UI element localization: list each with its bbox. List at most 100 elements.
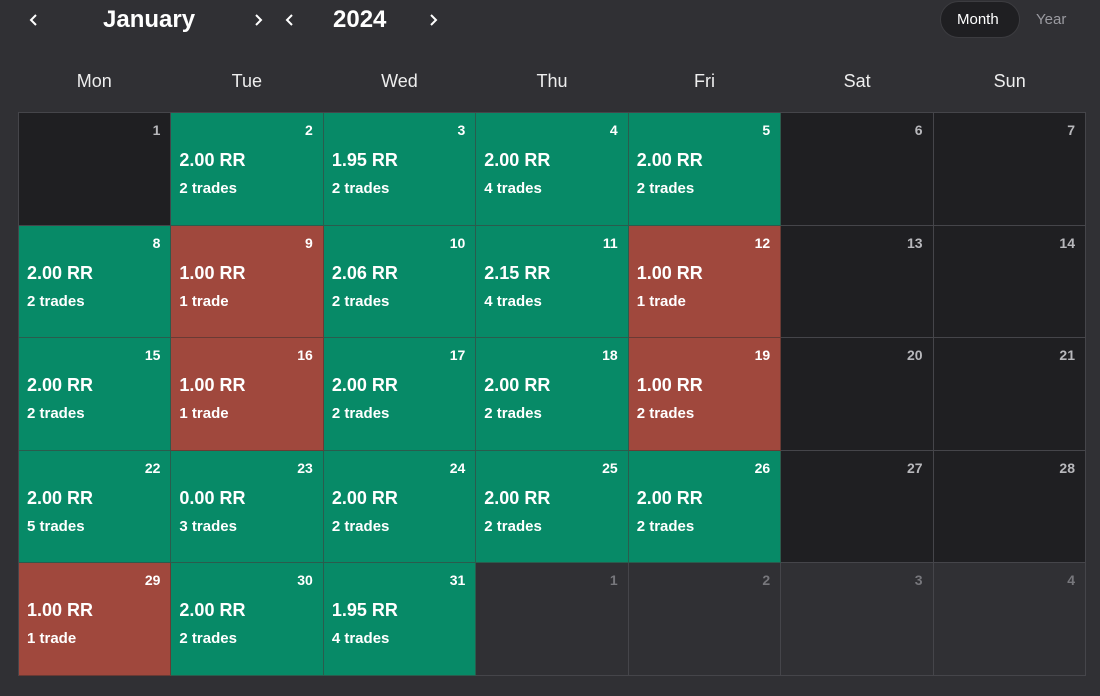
day-cell[interactable]: 28 xyxy=(933,450,1086,564)
day-number: 2 xyxy=(762,572,771,589)
day-cell[interactable]: 18 2.00 RR 2 trades xyxy=(476,338,629,451)
rr-value: 1.00 RR xyxy=(636,375,703,396)
day-cell[interactable]: 2 xyxy=(628,563,782,676)
day-cell[interactable]: 7 xyxy=(933,113,1086,226)
day-number: 23 xyxy=(297,459,313,476)
rr-value: 2.00 RR xyxy=(636,150,703,170)
day-cell[interactable]: 10 2.06 RR 2 trades xyxy=(323,225,477,339)
rr-value: 0.00 RR xyxy=(179,487,246,508)
day-cell[interactable]: 25 2.00 RR 2 trades xyxy=(476,450,629,564)
day-number: 27 xyxy=(906,459,923,476)
prev-month[interactable] xyxy=(26,12,42,28)
rr-value: 2.15 RR xyxy=(484,262,551,283)
day-cell[interactable]: 23 0.00 RR 3 trades xyxy=(171,450,324,564)
day-cell[interactable]: 19 1.00 RR 2 trades xyxy=(628,338,782,451)
rr-value: 2.00 RR xyxy=(27,262,94,283)
day-number: 19 xyxy=(754,347,771,364)
next-month[interactable] xyxy=(250,12,266,28)
rr-value: 2.06 RR xyxy=(331,262,398,283)
trade-count: 2 trades xyxy=(27,292,85,310)
trade-count: 4 trades xyxy=(484,292,542,310)
day-cell[interactable]: 6 xyxy=(781,113,934,226)
day-cell[interactable]: 9 1.00 RR 1 trade xyxy=(171,225,324,339)
day-number: 24 xyxy=(449,459,466,476)
trade-count: 1 trade xyxy=(179,292,229,310)
rr-value: 2.00 RR xyxy=(27,487,94,508)
day-number: 26 xyxy=(754,459,771,476)
trade-count: 2 trades xyxy=(331,292,390,310)
day-number: 6 xyxy=(914,122,923,138)
rr-value: 1.00 RR xyxy=(636,262,703,283)
rr-value: 1.00 RR xyxy=(27,600,94,621)
day-number: 12 xyxy=(754,234,771,251)
day-number: 7 xyxy=(1067,122,1075,138)
rr-value: 2.00 RR xyxy=(484,375,551,396)
day-cell[interactable]: 12 1.00 RR 1 trade xyxy=(628,225,782,339)
trade-count: 1 trade xyxy=(636,292,686,310)
next-year[interactable] xyxy=(425,12,441,28)
rr-value: 2.00 RR xyxy=(636,487,703,508)
prev-year[interactable] xyxy=(282,12,298,28)
day-cell[interactable]: 16 1.00 RR 1 trade xyxy=(171,338,324,451)
day-cell[interactable]: 26 2.00 RR 2 trades xyxy=(628,450,782,564)
day-cell[interactable]: 31 1.95 RR 4 trades xyxy=(323,563,477,676)
day-cell[interactable]: 17 2.00 RR 2 trades xyxy=(323,338,477,451)
day-number: 3 xyxy=(457,122,466,138)
trade-count: 4 trades xyxy=(484,180,542,197)
weekday-label: Wed xyxy=(381,71,418,91)
day-cell[interactable]: 1 xyxy=(476,563,629,676)
weekday-label: Thu xyxy=(536,71,568,91)
rr-value: 2.00 RR xyxy=(484,150,551,170)
day-cell[interactable]: 4 2.00 RR 4 trades xyxy=(476,113,629,226)
trade-count: 2 trades xyxy=(636,180,695,197)
day-number: 4 xyxy=(609,122,618,138)
trade-count: 2 trades xyxy=(331,405,390,423)
weekday-label: Sat xyxy=(843,71,871,91)
day-number: 22 xyxy=(144,459,161,476)
day-cell[interactable]: 8 2.00 RR 2 trades xyxy=(19,225,172,339)
day-cell[interactable]: 3 1.95 RR 2 trades xyxy=(323,113,477,226)
day-cell[interactable]: 13 xyxy=(781,225,934,339)
day-cell[interactable]: 30 2.00 RR 2 trades xyxy=(171,563,324,676)
day-number: 3 xyxy=(914,572,923,589)
day-cell[interactable]: 21 xyxy=(933,338,1086,451)
day-cell[interactable]: 2 2.00 RR 2 trades xyxy=(171,113,324,226)
trade-count: 2 trades xyxy=(484,517,542,535)
rr-value: 1.95 RR xyxy=(331,150,398,170)
rr-value: 1.00 RR xyxy=(179,375,246,396)
day-cell[interactable]: 5 2.00 RR 2 trades xyxy=(628,113,782,226)
rr-value: 2.00 RR xyxy=(179,600,246,621)
day-cell[interactable]: 15 2.00 RR 2 trades xyxy=(19,338,172,451)
day-cell[interactable]: 3 xyxy=(781,563,934,676)
day-number: 18 xyxy=(602,347,618,364)
day-cell[interactable]: 29 1.00 RR 1 trade xyxy=(19,563,172,676)
weekday-label: Sun xyxy=(993,71,1026,91)
day-number: 13 xyxy=(906,234,923,251)
day-number: 25 xyxy=(602,459,618,476)
day-number: 2 xyxy=(305,122,313,138)
rr-value: 2.00 RR xyxy=(179,150,246,170)
day-cell[interactable]: 11 2.15 RR 4 trades xyxy=(476,225,629,339)
active-view-pill xyxy=(940,1,1020,38)
day-number: 30 xyxy=(297,572,313,589)
day-cell[interactable]: 22 2.00 RR 5 trades xyxy=(19,450,172,564)
trade-count: 3 trades xyxy=(179,517,237,535)
day-number: 17 xyxy=(449,347,466,364)
day-cell[interactable]: 4 xyxy=(933,563,1086,676)
year-label: 2024 xyxy=(333,6,387,33)
view-button[interactable]: Month xyxy=(957,11,999,28)
day-cell[interactable]: 20 xyxy=(781,338,934,451)
trade-count: 2 trades xyxy=(331,180,390,197)
rr-value: 1.00 RR xyxy=(179,262,246,283)
rr-value: 2.00 RR xyxy=(484,487,551,508)
trade-count: 2 trades xyxy=(636,517,695,535)
day-cell[interactable]: 24 2.00 RR 2 trades xyxy=(323,450,477,564)
day-cell[interactable]: 1 xyxy=(19,113,172,226)
day-number: 21 xyxy=(1059,347,1075,364)
day-cell[interactable]: 14 xyxy=(933,225,1086,339)
day-cell[interactable]: 27 xyxy=(781,450,934,564)
trade-count: 2 trades xyxy=(331,517,390,535)
view-button[interactable]: Year xyxy=(1036,11,1067,28)
trade-count: 5 trades xyxy=(27,517,85,535)
